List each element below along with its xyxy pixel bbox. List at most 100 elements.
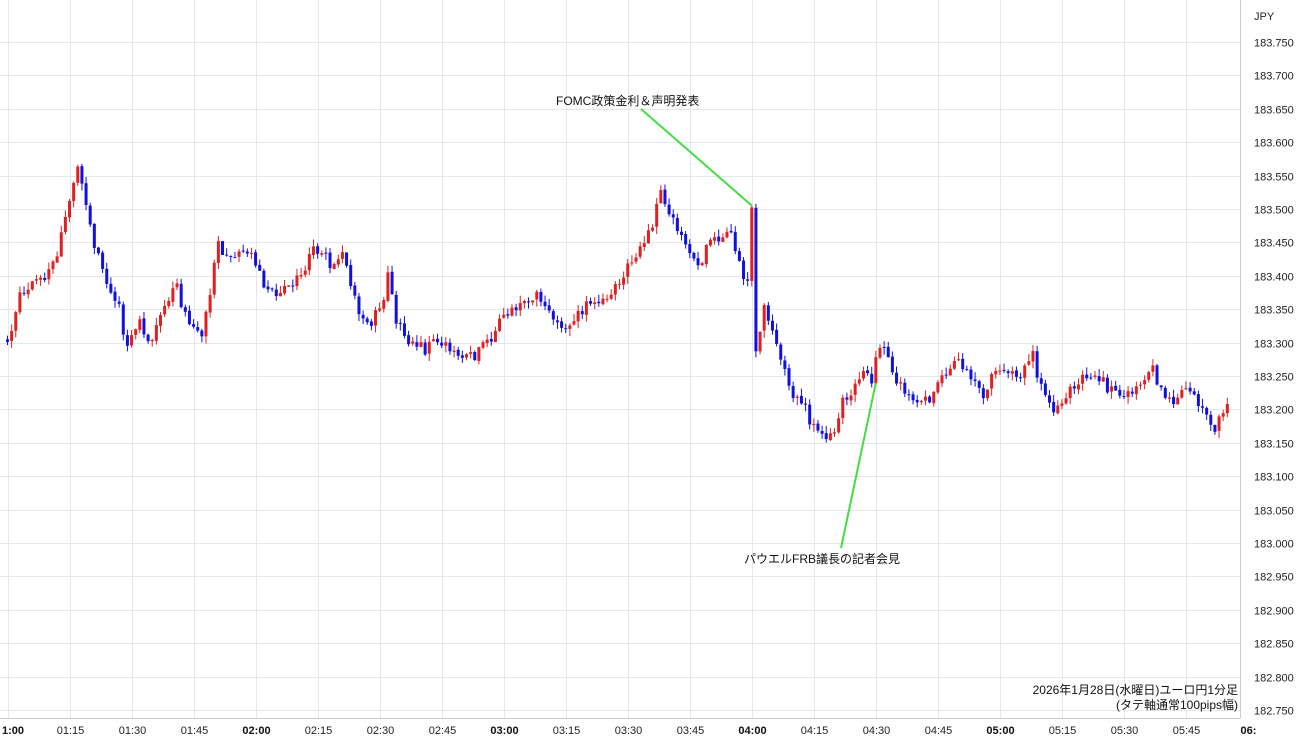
candle-body [374, 310, 378, 326]
candle-body [68, 200, 72, 218]
candle-body [994, 370, 998, 375]
candle-body [882, 346, 886, 348]
candle-body [1159, 385, 1163, 388]
candle-body [911, 394, 915, 401]
candle-body [601, 298, 605, 305]
candle-body [1048, 395, 1052, 403]
candle-body [828, 433, 832, 440]
candle-body [535, 291, 539, 300]
candle-body [622, 277, 626, 285]
candle-body [353, 285, 357, 296]
y-tick-label: 183.750 [1254, 38, 1294, 50]
candle-body [125, 335, 129, 346]
candle-body [431, 339, 435, 342]
candle-body [386, 272, 390, 301]
candle-body [316, 246, 320, 254]
candle-body [1209, 414, 1213, 425]
candle-body [580, 311, 584, 315]
candle-body [80, 166, 84, 184]
candle-body [1105, 377, 1109, 393]
candle-body [878, 347, 882, 358]
candle-body [117, 301, 121, 304]
candle-body [1039, 378, 1043, 384]
candle-body [225, 254, 229, 256]
candle-body [229, 255, 233, 257]
candle-body [419, 342, 423, 347]
candle-body [857, 379, 861, 384]
candle-body [853, 383, 857, 395]
candle-body [365, 318, 369, 323]
candle-body [96, 247, 100, 254]
candle-body [1060, 403, 1064, 406]
grid [0, 0, 1240, 718]
candle-body [617, 283, 621, 285]
y-tick-label: 183.700 [1254, 71, 1294, 83]
x-tick-label: 05:15 [1049, 725, 1077, 737]
candle-body [1163, 387, 1167, 398]
candle-body [1138, 384, 1142, 386]
candle-body [469, 352, 473, 354]
candle-body [254, 252, 258, 266]
x-tick-label: 02:45 [429, 725, 457, 737]
candle-body [799, 395, 803, 404]
candle-body [183, 307, 187, 312]
y-tick-label: 183.150 [1254, 439, 1294, 451]
candle-body [708, 239, 712, 246]
candle-body [154, 325, 158, 341]
candle-body [146, 334, 150, 342]
candle-body [589, 301, 593, 304]
candle-body [981, 388, 985, 399]
y-tick-label: 182.900 [1254, 606, 1294, 618]
candle-body [758, 331, 762, 352]
candle-body [295, 275, 299, 287]
candle-body [514, 307, 518, 311]
candle-body [196, 327, 200, 331]
candle-body [915, 399, 919, 403]
candle-body [105, 268, 109, 284]
x-tick-label: 01:30 [119, 725, 147, 737]
footer-title: 2026年1月28日(水曜日)ユーロ円1分足 [1033, 683, 1238, 697]
candle-body [605, 298, 609, 300]
annotation-label: パウエルFRB議長の記者会見 [744, 551, 900, 566]
candle-body [957, 359, 961, 361]
candle-body [47, 269, 51, 280]
candle-body [328, 252, 332, 269]
candle-body [1023, 365, 1027, 378]
candle-body [34, 279, 38, 281]
y-tick-label: 183.550 [1254, 172, 1294, 184]
candle-body [890, 356, 894, 373]
candle-body [1085, 374, 1089, 379]
candle-body [489, 338, 493, 342]
candle-body [539, 291, 543, 302]
candle-body [134, 329, 138, 335]
candle-body [311, 246, 315, 255]
candle-body [952, 361, 956, 369]
candle-body [473, 352, 477, 361]
currency-label: JPY [1254, 11, 1275, 23]
candle-body [1068, 386, 1072, 399]
candle-body [667, 204, 671, 215]
candle-body [990, 374, 994, 389]
candle-body [791, 386, 795, 399]
candle-body [493, 330, 497, 343]
candle-body [895, 372, 899, 384]
candle-body [84, 183, 88, 205]
candle-body [634, 257, 638, 262]
candle-body [204, 311, 208, 337]
candle-body [1201, 406, 1205, 408]
candle-body [464, 354, 468, 358]
candle-body [899, 382, 903, 384]
candle-body [725, 231, 729, 238]
candle-body [26, 289, 30, 295]
candle-body [266, 286, 270, 290]
candle-body [680, 231, 684, 235]
y-tick-label: 183.350 [1254, 305, 1294, 317]
candle-body [39, 277, 43, 280]
candle-body [626, 263, 630, 277]
candle-body [568, 325, 572, 329]
candle-body [485, 339, 489, 344]
candle-body [1076, 384, 1080, 390]
candle-body [1006, 371, 1010, 373]
candle-body [717, 236, 721, 242]
